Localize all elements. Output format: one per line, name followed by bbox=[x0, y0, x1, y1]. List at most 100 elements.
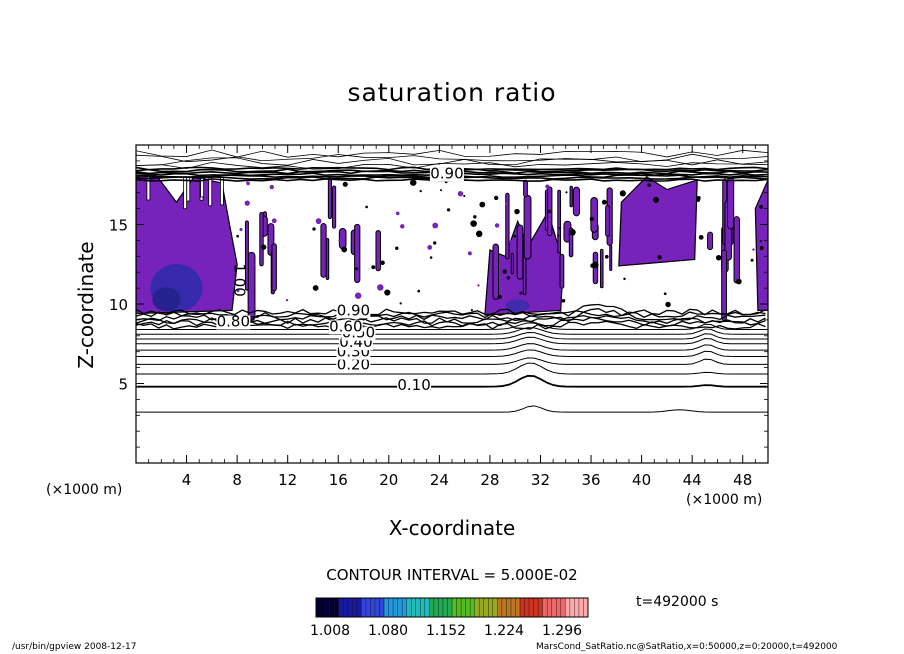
colorbar-stripe bbox=[325, 598, 330, 617]
contour-line-lower bbox=[136, 362, 768, 375]
scatter-blob bbox=[269, 184, 274, 190]
colorbar-stripe bbox=[411, 598, 416, 617]
scatter-blob bbox=[354, 292, 362, 299]
x-tick-label: 24 bbox=[430, 471, 449, 489]
scatter-blob bbox=[427, 245, 433, 250]
plume bbox=[338, 227, 347, 250]
x-tick-label: 20 bbox=[379, 471, 398, 489]
scatter-blob bbox=[433, 241, 437, 245]
scatter-blob bbox=[759, 205, 763, 209]
colorbar-stripe bbox=[452, 598, 457, 617]
contour-field: 0.100.200.300.400.500.600.800.901.000.90 bbox=[136, 149, 768, 413]
x-tick-label: 8 bbox=[232, 471, 242, 489]
contour-label: 0.20 bbox=[337, 355, 370, 373]
colorbar-stripe bbox=[497, 598, 502, 617]
plume bbox=[609, 244, 613, 271]
scatter-blob bbox=[665, 301, 671, 308]
scatter-blob bbox=[312, 227, 316, 231]
x-tick-label: 48 bbox=[733, 471, 752, 489]
scatter-blob bbox=[519, 291, 523, 295]
colorbar-stripe bbox=[442, 598, 448, 617]
scatter-blob bbox=[236, 289, 240, 293]
plume bbox=[572, 186, 581, 217]
colorbar-stripe bbox=[347, 598, 353, 617]
scatter-blob bbox=[715, 254, 722, 261]
plume bbox=[727, 177, 735, 230]
plume bbox=[590, 197, 599, 233]
x-tick-label: 40 bbox=[632, 471, 651, 489]
contour-label-halo bbox=[397, 379, 432, 394]
scatter-blob bbox=[698, 234, 704, 240]
scatter-blob bbox=[646, 237, 650, 241]
contour-label: 0.80 bbox=[217, 312, 250, 330]
colorbar-stripe bbox=[424, 598, 430, 617]
colorbar-stripe bbox=[393, 598, 398, 617]
x-tick-label: 16 bbox=[329, 471, 348, 489]
colorbar-stripe bbox=[533, 598, 539, 617]
plume bbox=[354, 223, 361, 283]
scatter-blob bbox=[569, 229, 576, 236]
contour-label: 1.00 bbox=[231, 263, 249, 296]
colorbar: 1.008 1.080 1.152 1.224 1.296 bbox=[310, 597, 589, 639]
saturation-core-center bbox=[505, 299, 530, 312]
x-unit-label-right: (×1000 m) bbox=[686, 492, 763, 508]
colorbar-stripe bbox=[329, 598, 335, 617]
colorbar-stripe bbox=[483, 598, 489, 617]
scatter-blob bbox=[750, 258, 754, 262]
contour-line-lower bbox=[136, 336, 768, 345]
chart-title: saturation ratio bbox=[347, 78, 557, 107]
contour-line-cloudbase bbox=[136, 303, 766, 316]
scatter-blob bbox=[475, 230, 483, 238]
scatter-blob bbox=[641, 195, 648, 202]
contour-label: 0.90 bbox=[337, 301, 370, 319]
scatter-blob bbox=[561, 298, 566, 303]
colorbar-stripe bbox=[492, 598, 498, 617]
scatter-blob bbox=[502, 269, 507, 274]
contour-line-lower bbox=[136, 327, 768, 335]
plume-gap bbox=[208, 176, 213, 207]
colorbar-stripe bbox=[343, 598, 348, 617]
colorbar-stripe bbox=[538, 598, 543, 617]
plume bbox=[492, 243, 499, 300]
scatter-blob bbox=[619, 190, 626, 197]
x-tick-label: 32 bbox=[531, 471, 550, 489]
plume bbox=[271, 243, 277, 292]
colorbar-stripe bbox=[583, 598, 588, 617]
scatter-blob bbox=[429, 256, 433, 259]
plume bbox=[320, 223, 327, 278]
colorbar-stripe bbox=[388, 598, 394, 617]
colorbar-stripe bbox=[429, 598, 434, 617]
colorbar-stripe bbox=[316, 598, 321, 617]
contour-line-lower bbox=[136, 349, 768, 357]
scatter-blob bbox=[239, 227, 243, 232]
scatter-blob bbox=[417, 289, 421, 293]
contour-label: 0.90 bbox=[430, 165, 463, 183]
y-tick-label: 10 bbox=[109, 296, 128, 314]
contour-label-halo bbox=[429, 167, 464, 182]
scatter-blob bbox=[250, 262, 255, 267]
contour-line-upper bbox=[136, 153, 768, 163]
x-tick-label: 44 bbox=[683, 471, 702, 489]
colorbar-stripe bbox=[438, 598, 443, 617]
colorbar-stripe bbox=[515, 598, 520, 617]
scatter-blob bbox=[285, 298, 289, 302]
colorbar-stripe bbox=[456, 598, 462, 617]
scatter-blob bbox=[590, 263, 595, 268]
scatter-blob bbox=[470, 309, 473, 312]
scatter-blob bbox=[457, 191, 464, 197]
colorbar-stripe bbox=[524, 598, 530, 617]
contour-line-lower bbox=[136, 405, 768, 413]
colorbar-stripe bbox=[547, 598, 552, 617]
colorbar-stripe bbox=[506, 598, 511, 617]
colorbar-stripe bbox=[338, 598, 344, 617]
scatter-blob bbox=[312, 285, 319, 291]
colorbar-stripe bbox=[397, 598, 403, 617]
colorbar-stripe bbox=[420, 598, 425, 617]
colorbar-stripe bbox=[406, 598, 412, 617]
contour-label: 0.10 bbox=[397, 376, 430, 394]
colorbar-stripe bbox=[374, 598, 380, 617]
supersaturated-region-right bbox=[618, 176, 698, 267]
colorbar-tick-label: 1.152 bbox=[426, 623, 466, 639]
scatter-blob bbox=[494, 195, 499, 201]
scatter-blob bbox=[623, 277, 626, 281]
